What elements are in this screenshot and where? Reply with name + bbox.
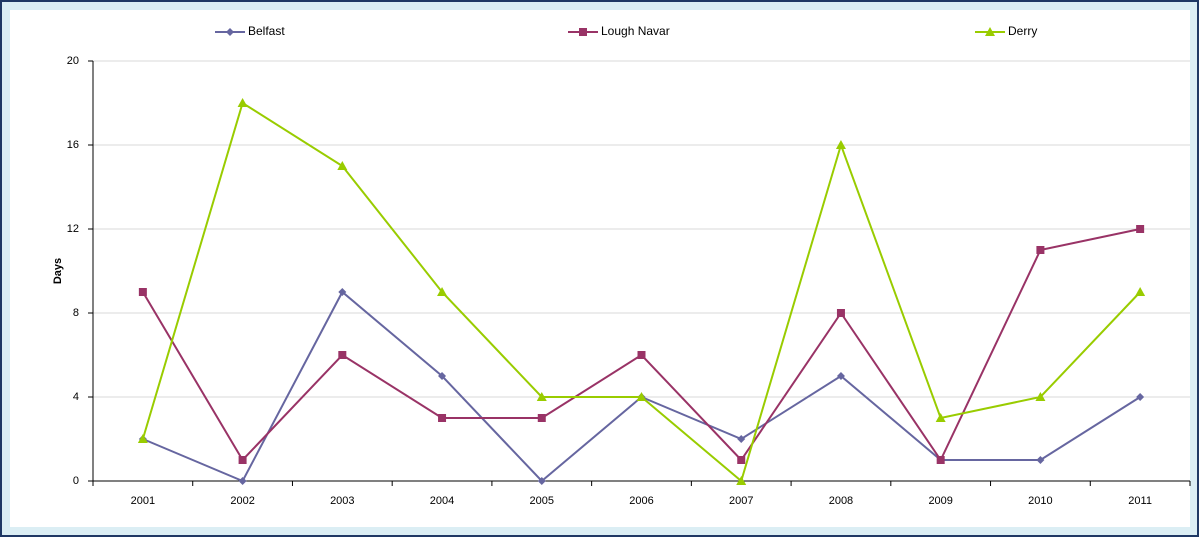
marker — [1136, 393, 1145, 401]
marker — [985, 27, 995, 36]
marker — [835, 140, 846, 149]
panel — [10, 10, 1190, 527]
y-tick-label: 16 — [67, 139, 79, 151]
marker — [338, 351, 347, 359]
marker — [579, 28, 587, 36]
x-tick-label: 2004 — [430, 495, 454, 507]
x-tick-label: 2011 — [1128, 495, 1152, 507]
marker — [637, 351, 646, 359]
marker — [836, 309, 845, 317]
marker — [737, 456, 746, 464]
marker — [237, 98, 248, 107]
y-tick-label: 4 — [73, 391, 79, 403]
marker — [536, 392, 547, 401]
marker — [437, 287, 448, 296]
marker — [1035, 392, 1046, 401]
marker — [438, 372, 447, 380]
marker — [936, 456, 945, 464]
x-tick-label: 2006 — [629, 495, 653, 507]
marker — [1135, 287, 1146, 296]
marker — [238, 477, 247, 485]
x-tick-label: 2008 — [829, 495, 853, 507]
marker — [537, 414, 546, 422]
x-tick-label: 2010 — [1028, 495, 1052, 507]
marker — [137, 434, 148, 443]
x-tick-label: 2009 — [928, 495, 952, 507]
marker — [438, 414, 447, 422]
y-tick-label: 0 — [73, 475, 79, 487]
marker — [226, 28, 234, 36]
y-tick-label: 8 — [73, 307, 79, 319]
marker — [737, 435, 746, 443]
marker — [636, 392, 647, 401]
marker — [337, 161, 348, 170]
y-tick-label: 20 — [67, 55, 79, 67]
legend-label: Belfast — [248, 24, 285, 38]
marker — [537, 477, 546, 485]
x-tick-label: 2007 — [729, 495, 753, 507]
x-tick-label: 2005 — [530, 495, 554, 507]
marker — [1136, 225, 1145, 233]
marker — [736, 476, 747, 485]
marker — [1036, 246, 1045, 254]
x-tick-label: 2003 — [330, 495, 354, 507]
legend-label: Derry — [1008, 24, 1037, 38]
x-tick-label: 2001 — [131, 495, 155, 507]
marker — [238, 456, 247, 464]
legend-label: Lough Navar — [601, 24, 670, 38]
x-tick-label: 2002 — [230, 495, 254, 507]
marker — [836, 372, 845, 380]
y-axis-label: Days — [52, 258, 64, 284]
marker — [1036, 456, 1045, 464]
marker — [138, 288, 147, 296]
y-tick-label: 12 — [67, 223, 79, 235]
marker — [935, 413, 946, 422]
marker — [338, 288, 347, 296]
